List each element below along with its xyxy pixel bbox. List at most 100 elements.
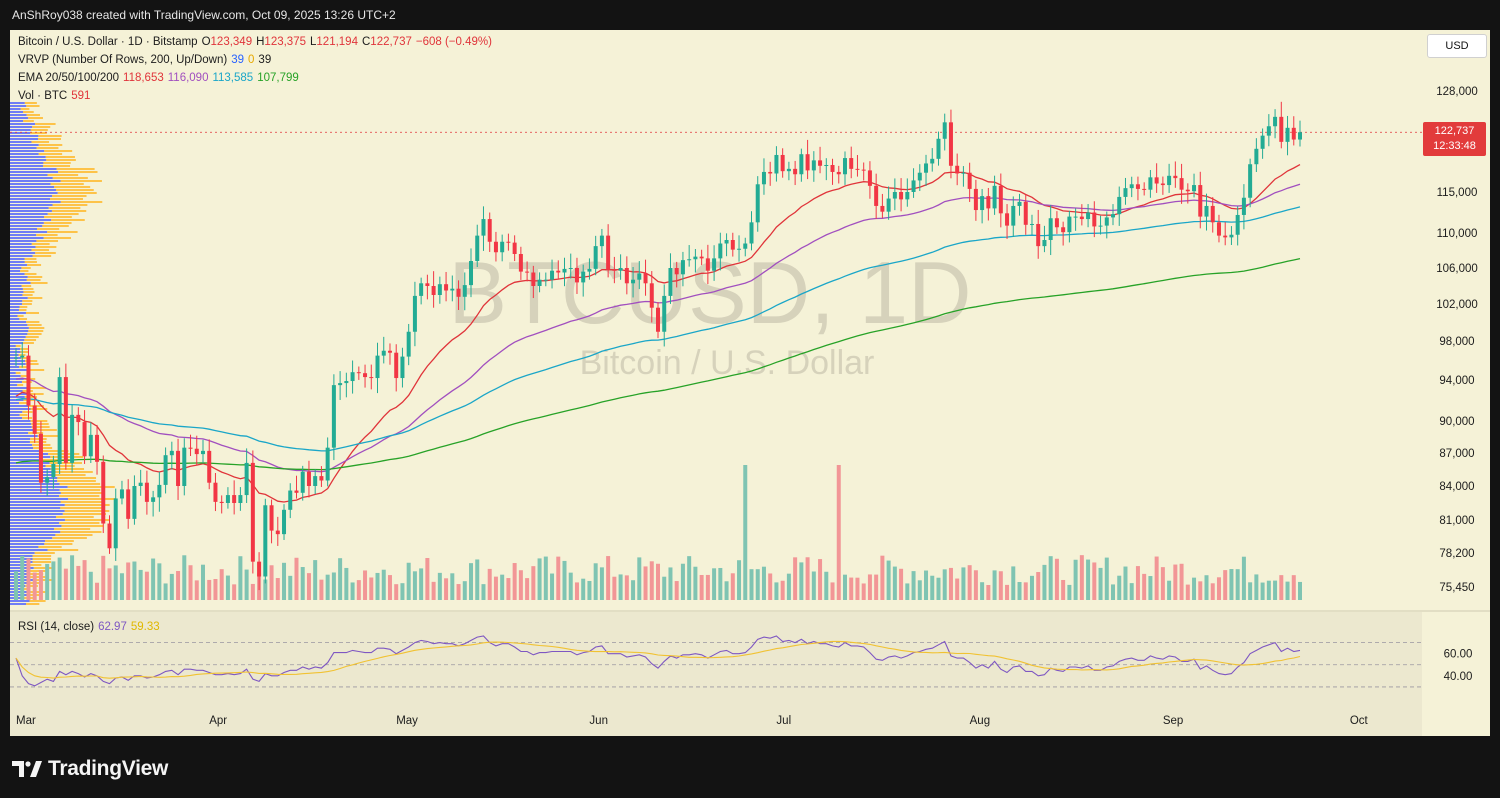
vrvp-up-row [10, 570, 31, 572]
candle [1291, 127, 1296, 140]
price-tick-label: 90,000 [1439, 416, 1474, 428]
candle [855, 168, 860, 170]
vrvp-up-row [10, 243, 32, 245]
vrvp-down-row [28, 117, 43, 119]
candle [867, 170, 872, 186]
candle [668, 268, 673, 296]
chart-panel[interactable]: BTCUSD, 1D Bitcoin / U.S. Dollar 60.00 40… [10, 30, 1490, 736]
legend-c-label: C [361, 36, 371, 48]
vrvp-up-row [10, 138, 39, 140]
vrvp-down-row [31, 423, 49, 425]
legend-change: −608 (−0.49%) [415, 36, 492, 48]
vrvp-up-row [10, 246, 36, 248]
vrvp-up-row [10, 540, 46, 542]
price-tick-label: 98,000 [1439, 336, 1474, 348]
volume-bar [1260, 582, 1265, 600]
candle [163, 455, 168, 485]
rsi-tick-label: 40.00 [1444, 671, 1473, 683]
candle [14, 357, 18, 359]
volume-bar [176, 570, 181, 600]
vrvp-down-row [35, 246, 57, 248]
vrvp-up-row [10, 528, 55, 530]
legend-high: 123,375 [264, 36, 306, 48]
candle [469, 261, 474, 286]
vrvp-up-row [10, 264, 28, 266]
vrvp-up-row [10, 342, 24, 344]
last-price: 122,737 [1434, 125, 1475, 137]
ema100-line [15, 206, 1301, 452]
candle [749, 222, 754, 244]
volume-bar [275, 578, 280, 600]
candle [942, 122, 947, 139]
vrvp-down-row [45, 540, 74, 542]
vrvp-up-row [10, 261, 25, 263]
candle [568, 268, 573, 269]
volume-bar [824, 571, 829, 600]
vrvp-down-row [19, 414, 28, 416]
vrvp-up-row [10, 111, 24, 113]
candle [394, 352, 399, 379]
candle [219, 501, 224, 503]
volume-bar [1160, 567, 1165, 600]
vrvp-down-row [50, 198, 84, 200]
candle [712, 258, 717, 271]
candle [512, 242, 517, 254]
volume-bar [207, 579, 212, 600]
vrvp-down-row [25, 336, 39, 338]
volume-bar [381, 569, 386, 600]
candle [599, 235, 604, 247]
candle [82, 422, 87, 457]
vrvp-up-row [10, 330, 29, 332]
tradingview-logo-text: TradingView [48, 757, 169, 780]
price-chart[interactable]: BTCUSD, 1D Bitcoin / U.S. Dollar 60.0040… [10, 30, 1490, 736]
volume-bar [948, 567, 953, 600]
candle [531, 272, 536, 286]
vrvp-up-row [10, 288, 23, 290]
volume-bar [643, 566, 648, 600]
candle [1179, 178, 1184, 190]
vrvp-up-row [10, 126, 33, 128]
candle [238, 495, 243, 503]
candle [1111, 214, 1116, 218]
tradingview-logo[interactable]: TradingView [12, 756, 168, 782]
vrvp-up-row [10, 411, 23, 413]
month-label: Jun [589, 715, 608, 727]
vrvp-up-row [10, 156, 46, 158]
legend-low: 121,194 [316, 36, 358, 48]
vrvp-down-row [22, 300, 33, 302]
price-tick-label: 110,000 [1437, 228, 1478, 240]
volume-bar [699, 574, 704, 600]
vrvp-up-row [10, 135, 39, 137]
vrvp-up-row [10, 519, 65, 521]
vrvp-down-row [36, 147, 59, 149]
vrvp-up-row [10, 477, 58, 479]
vrvp-up-row [10, 462, 50, 464]
candle [481, 219, 486, 236]
vrvp-down-row [64, 519, 110, 521]
candle [1154, 177, 1159, 184]
vrvp-down-row [22, 294, 33, 296]
vrvp-down-row [59, 489, 101, 491]
month-label: Apr [209, 715, 227, 727]
vrvp-down-row [32, 561, 51, 563]
candle [811, 160, 816, 171]
volume-bar [1098, 567, 1103, 600]
vrvp-down-row [52, 537, 87, 539]
volume-bar [562, 560, 567, 600]
candle [961, 172, 966, 174]
volume-bar [1061, 579, 1066, 600]
volume-bar [356, 580, 361, 600]
vrvp-up-row [10, 252, 36, 254]
volume-bar [288, 575, 293, 600]
candle [107, 523, 112, 549]
currency-button[interactable]: USD [1427, 34, 1487, 58]
volume-bar [88, 571, 93, 600]
candle [70, 414, 75, 463]
volume-bar [556, 556, 561, 600]
volume-bar [718, 567, 723, 600]
volume-bar [612, 576, 617, 600]
candle [1210, 205, 1215, 223]
volume-bar [437, 572, 442, 600]
volume-bar [213, 578, 218, 600]
volume-bar [537, 558, 542, 600]
